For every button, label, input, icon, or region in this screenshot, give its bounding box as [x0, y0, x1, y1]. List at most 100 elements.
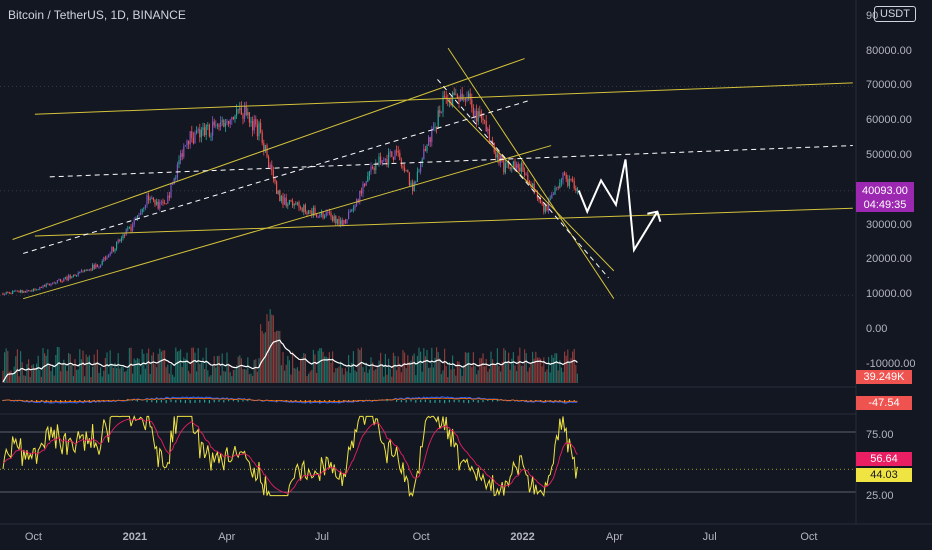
macd-histogram-bar [194, 400, 196, 403]
volume-bar [476, 374, 478, 383]
volume-bar [432, 367, 434, 383]
volume-bar [103, 370, 105, 383]
candle [199, 129, 201, 138]
candle [512, 161, 514, 169]
volume-bar [239, 355, 241, 383]
volume-bar [247, 357, 249, 383]
candle [236, 109, 238, 116]
volume-bar [256, 371, 258, 383]
volume-bar [42, 348, 44, 383]
volume-bar [36, 363, 38, 383]
candle [524, 171, 526, 176]
candle [188, 140, 190, 145]
candle [274, 178, 276, 182]
candle [112, 246, 114, 252]
candle [160, 201, 162, 203]
volume-bar [509, 369, 511, 383]
candle [312, 207, 314, 216]
candle [442, 95, 444, 112]
candle [293, 203, 295, 206]
volume-bar [418, 347, 420, 383]
candle [296, 202, 298, 205]
volume-bar [328, 352, 330, 383]
macd-histogram-bar [199, 400, 201, 403]
candle [250, 120, 252, 123]
trendline-down-channel-2 [447, 99, 615, 272]
trendline-lower-horizontal [34, 207, 853, 237]
time-axis-label: Apr [605, 531, 624, 543]
volume-bar [391, 376, 393, 383]
candle [570, 179, 572, 180]
volume-bar [408, 362, 410, 383]
currency-badge[interactable]: USDT [874, 6, 916, 22]
candle [335, 216, 337, 224]
candle [240, 107, 242, 115]
volume-bar [378, 360, 380, 383]
candle [256, 124, 258, 137]
volume-bar [306, 375, 308, 383]
volume-bar [104, 358, 106, 383]
candle [255, 119, 257, 125]
volume-bar [189, 373, 191, 383]
candle [404, 167, 406, 172]
candle [496, 154, 498, 158]
volume-bar [560, 367, 562, 383]
volume-bar [556, 353, 558, 383]
candle [117, 240, 119, 243]
candle [359, 190, 361, 201]
candle [170, 184, 172, 198]
candle [322, 212, 324, 218]
candle [418, 171, 420, 173]
candle [52, 282, 54, 284]
volume-bar [172, 374, 174, 383]
volume-bar [223, 371, 225, 383]
volume-bar [392, 352, 394, 383]
volume-bar [84, 376, 86, 383]
volume-bar [191, 347, 193, 383]
candle [104, 257, 106, 259]
candle [119, 240, 121, 242]
candle [133, 219, 135, 225]
volume-bar [357, 348, 359, 383]
volume-bar [152, 352, 154, 383]
candle [520, 163, 522, 172]
volume-bar [215, 367, 217, 383]
volume-bar [517, 355, 519, 383]
last-price-value: 40093.00 [862, 185, 908, 197]
candle [464, 98, 466, 101]
volume-bar [372, 362, 374, 383]
candle [324, 216, 326, 218]
candle [344, 219, 346, 224]
volume-bar [479, 358, 481, 383]
last-price-tag: 40093.00 04:49:35 [856, 182, 914, 212]
volume-bar [536, 357, 538, 383]
macd-histogram-bar [396, 400, 398, 402]
volume-bar [276, 330, 278, 383]
volume-bar [216, 356, 218, 383]
volume-bar [80, 359, 82, 383]
volume-bar [496, 348, 498, 383]
volume-bar [180, 349, 182, 383]
volume-bar [87, 357, 89, 383]
macd-histogram-bar [151, 400, 153, 403]
volume-bar [336, 368, 338, 383]
volume-bar [538, 357, 540, 383]
volume-bar [60, 371, 62, 383]
volume-bar [234, 369, 236, 383]
candle [237, 109, 239, 111]
volume-bar [541, 366, 543, 383]
candle [224, 122, 226, 127]
volume-bar [26, 364, 28, 383]
volume-bar [410, 360, 412, 383]
candle [421, 159, 423, 163]
price-axis-label: 50000.00 [866, 149, 912, 161]
volume-bar [552, 357, 554, 383]
candle [176, 164, 178, 178]
candle [63, 278, 65, 282]
candle [301, 207, 303, 212]
volume-bar [576, 373, 578, 383]
time-axis-label: Oct [412, 531, 430, 543]
candle [364, 183, 366, 186]
volume-bar [570, 358, 572, 383]
